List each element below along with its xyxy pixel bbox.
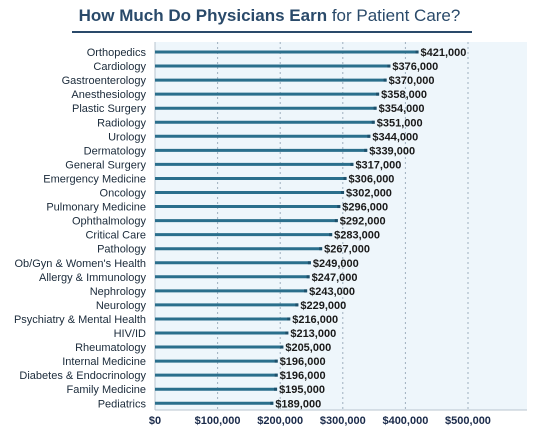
category-label: Nephrology xyxy=(90,286,147,298)
category-label: Family Medicine xyxy=(67,384,146,396)
category-label: General Surgery xyxy=(65,159,146,171)
value-label: $229,000 xyxy=(300,300,346,312)
category-label: Critical Care xyxy=(85,230,146,242)
chart-title-light: for Patient Care? xyxy=(331,6,461,25)
category-label: Dermatology xyxy=(84,145,147,157)
x-tick-label: $100,000 xyxy=(195,415,241,427)
x-tick-label: $200,000 xyxy=(257,415,303,427)
value-label: $196,000 xyxy=(280,356,326,368)
category-label: Diabetes & Endocrinology xyxy=(19,370,146,382)
value-label: $344,000 xyxy=(372,131,418,143)
value-label: $213,000 xyxy=(290,328,336,340)
value-label: $283,000 xyxy=(334,230,380,242)
category-label: Internal Medicine xyxy=(62,356,146,368)
value-label: $195,000 xyxy=(279,384,325,396)
value-label: $249,000 xyxy=(313,258,359,270)
category-label: Radiology xyxy=(97,117,146,129)
value-label: $302,000 xyxy=(346,188,392,200)
value-label: $339,000 xyxy=(369,145,415,157)
category-label: Rheumatology xyxy=(75,342,146,354)
value-label: $247,000 xyxy=(312,272,358,284)
value-label: $354,000 xyxy=(379,103,425,115)
value-label: $317,000 xyxy=(355,159,401,171)
value-label: $370,000 xyxy=(389,75,435,87)
value-label: $376,000 xyxy=(392,61,438,73)
category-label: Pathology xyxy=(97,244,146,256)
value-label: $216,000 xyxy=(292,314,338,326)
value-label: $267,000 xyxy=(324,244,370,256)
category-label: Cardiology xyxy=(93,61,146,73)
chart-title-bold: How Much Do Physicians Earn xyxy=(78,6,328,25)
value-label: $421,000 xyxy=(421,47,467,59)
category-label: Gastroenterology xyxy=(62,75,147,87)
category-label: Pediatrics xyxy=(98,398,147,410)
category-label: Anesthesiology xyxy=(71,89,146,101)
title-underline xyxy=(72,31,472,33)
category-label: Plastic Surgery xyxy=(72,103,146,115)
value-label: $243,000 xyxy=(309,286,355,298)
value-label: $296,000 xyxy=(342,202,388,214)
plot-background xyxy=(155,42,527,410)
category-label: Pulmonary Medicine xyxy=(46,202,146,214)
category-label: Emergency Medicine xyxy=(43,173,146,185)
value-label: $205,000 xyxy=(285,342,331,354)
value-label: $358,000 xyxy=(381,89,427,101)
category-label: Allergy & Immunology xyxy=(39,272,146,284)
value-label: $351,000 xyxy=(377,117,423,129)
category-label: Neurology xyxy=(96,300,147,312)
x-tick-label: $400,000 xyxy=(382,415,428,427)
category-label: Ophthalmology xyxy=(72,216,146,228)
category-label: Orthopedics xyxy=(87,47,147,59)
category-label: HIV/ID xyxy=(114,328,146,340)
x-tick-label: $500,000 xyxy=(445,415,491,427)
value-label: $189,000 xyxy=(275,398,321,410)
category-label: Psychiatry & Mental Health xyxy=(14,314,146,326)
category-label: Urology xyxy=(108,131,146,143)
chart-title: How Much Do Physicians Earn for Patient … xyxy=(0,6,539,26)
x-tick-label: $300,000 xyxy=(320,415,366,427)
value-label: $306,000 xyxy=(349,173,395,185)
category-label: Ob/Gyn & Women's Health xyxy=(14,258,146,270)
value-label: $292,000 xyxy=(340,216,386,228)
x-tick-label: $0 xyxy=(149,415,161,427)
value-label: $196,000 xyxy=(280,370,326,382)
category-label: Oncology xyxy=(100,188,147,200)
